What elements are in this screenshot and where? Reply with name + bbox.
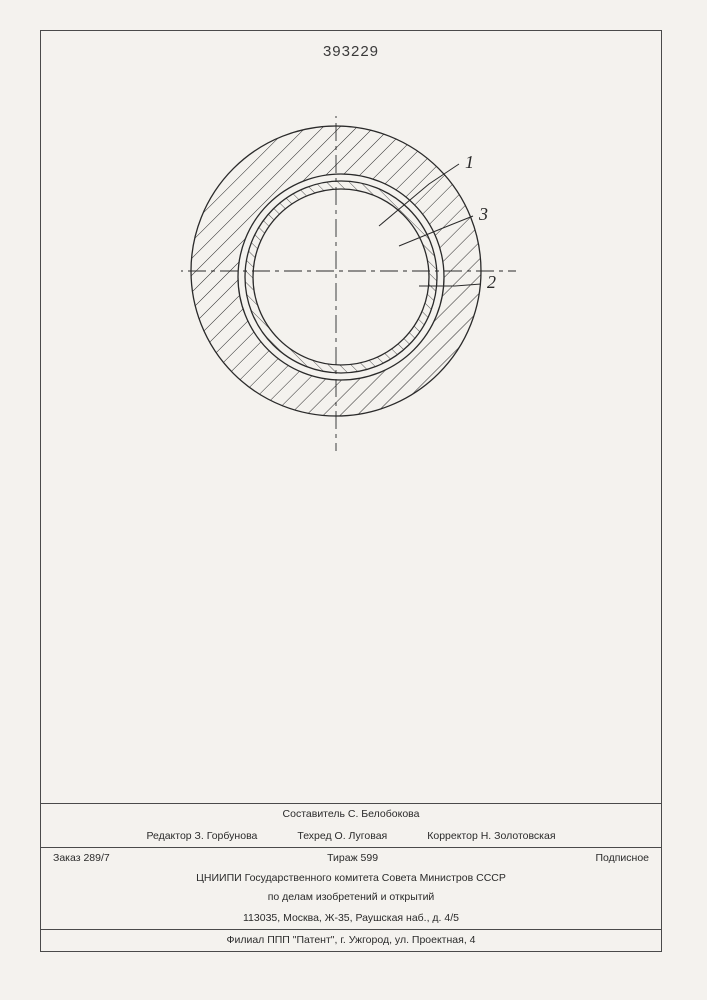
tirage: Тираж 599 bbox=[327, 851, 378, 866]
document-number: 393229 bbox=[323, 43, 379, 60]
order: Заказ 289/7 bbox=[53, 851, 110, 866]
footer-compiler-row: Составитель С. Белобокова bbox=[41, 804, 661, 825]
svg-text:3: 3 bbox=[478, 204, 488, 224]
ring-diagram: 1 3 2 bbox=[181, 116, 521, 456]
footer-org2: по делам изобретений и открытий bbox=[41, 888, 661, 907]
svg-text:1: 1 bbox=[465, 152, 474, 172]
svg-text:2: 2 bbox=[487, 272, 496, 292]
footer-org1: ЦНИИПИ Государственного комитета Совета … bbox=[41, 869, 661, 888]
corrector: Корректор Н. Золотовская bbox=[427, 829, 555, 844]
footer-order-row: Заказ 289/7 Тираж 599 Подписное bbox=[41, 848, 661, 869]
techred: Техред О. Луговая bbox=[297, 829, 387, 844]
page-frame: 393229 1 3 2 Составитель С. Белобокова Ред… bbox=[40, 30, 662, 952]
footer-address: 113035, Москва, Ж-35, Раушская наб., д. … bbox=[41, 908, 661, 930]
footer-block: Составитель С. Белобокова Редактор З. Го… bbox=[41, 803, 661, 951]
footer-credits-row: Редактор З. Горбунова Техред О. Луговая … bbox=[41, 826, 661, 848]
footer-filial: Филиал ППП "Патент", г. Ужгород, ул. Про… bbox=[41, 930, 661, 951]
editor: Редактор З. Горбунова bbox=[146, 829, 257, 844]
subscription: Подписное bbox=[595, 851, 649, 866]
compiler: Составитель С. Белобокова bbox=[283, 808, 420, 820]
